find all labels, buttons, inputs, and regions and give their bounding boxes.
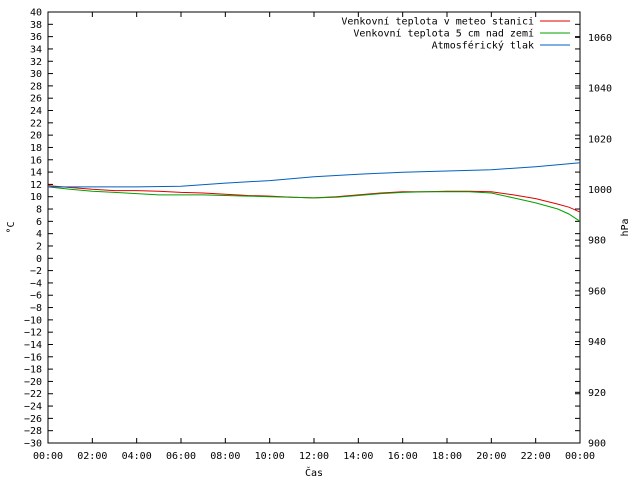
right-tick-label: 1060 — [588, 33, 612, 44]
left-tick-label: 2 — [36, 241, 42, 252]
left-axis: 4038363432302826242220181614121086420−2−… — [24, 8, 580, 450]
legend-label: Venkovní teplota 5 cm nad zemí — [353, 28, 534, 40]
x-tick-label: 12:00 — [299, 451, 329, 462]
left-tick-label: 36 — [30, 32, 42, 43]
series-line-3 — [48, 162, 581, 188]
y-axis-label-right: hPa — [620, 218, 631, 236]
series-line-1 — [47, 185, 581, 213]
legend-label: Atmosférický tlak — [432, 40, 534, 52]
left-tick-label: −4 — [30, 278, 42, 289]
plot-frame — [47, 11, 581, 444]
left-tick-label: 24 — [30, 106, 42, 117]
left-tick-label: 10 — [30, 192, 42, 203]
x-tick-label: 00:00 — [33, 451, 63, 462]
left-tick-label: 38 — [30, 20, 42, 31]
left-tick-label: 32 — [30, 57, 42, 68]
x-tick-label: 14:00 — [343, 451, 373, 462]
left-tick-label: 30 — [30, 69, 42, 80]
left-tick-label: −14 — [24, 340, 42, 351]
left-tick-label: 4 — [36, 229, 42, 240]
left-tick-label: 8 — [36, 205, 42, 216]
x-axis-label: Čas — [305, 466, 323, 479]
left-tick-label: 34 — [30, 44, 42, 55]
left-tick-label: −6 — [30, 291, 42, 302]
left-tick-label: −24 — [24, 402, 42, 413]
left-tick-label: 26 — [30, 94, 42, 105]
left-tick-label: −22 — [24, 389, 42, 400]
left-tick-label: −30 — [24, 439, 42, 450]
left-tick-label: −8 — [30, 303, 42, 314]
left-tick-label: 18 — [30, 143, 42, 154]
series-group — [47, 162, 581, 222]
series-line-2 — [47, 186, 581, 222]
right-tick-label: 980 — [588, 236, 606, 247]
left-tick-label: −20 — [24, 377, 42, 388]
left-tick-label: 28 — [30, 81, 42, 92]
x-tick-label: 00:00 — [565, 451, 595, 462]
right-tick-label: 1040 — [588, 84, 612, 95]
left-tick-label: 6 — [36, 217, 42, 228]
left-tick-label: −28 — [24, 426, 42, 437]
right-tick-label: 1020 — [588, 134, 612, 145]
x-tick-label: 22:00 — [521, 451, 551, 462]
right-tick-label: 900 — [588, 439, 606, 450]
left-tick-label: 14 — [30, 168, 42, 179]
x-tick-label: 10:00 — [255, 451, 285, 462]
x-tick-label: 16:00 — [388, 451, 418, 462]
x-axis: 00:00 02:00 04:00 06:00 08:00 10:00 12:00 14:00… — [33, 12, 595, 462]
x-tick-label: 04:00 — [122, 451, 152, 462]
left-tick-label: −12 — [24, 328, 42, 339]
left-tick-label: −2 — [30, 266, 42, 277]
left-tick-label: −18 — [24, 365, 42, 376]
right-tick-label: 940 — [588, 337, 606, 348]
left-tick-label: 0 — [36, 254, 42, 265]
left-tick-label: 40 — [30, 8, 42, 19]
left-tick-label: 12 — [30, 180, 42, 191]
left-tick-label: 16 — [30, 155, 42, 166]
left-tick-label: −10 — [24, 315, 42, 326]
x-tick-label: 18:00 — [432, 451, 462, 462]
y-axis-label-left: °C — [6, 221, 17, 233]
left-tick-label: −16 — [24, 352, 42, 363]
right-axis: 1060 1040 1020 1000 980 960 940 920 900 — [575, 33, 612, 450]
legend: Venkovní teplota v meteo staniciVenkovní… — [341, 16, 570, 52]
x-tick-label: 06:00 — [166, 451, 196, 462]
right-tick-label: 1000 — [588, 185, 612, 196]
right-tick-label: 920 — [588, 388, 606, 399]
x-tick-label: 02:00 — [77, 451, 107, 462]
right-tick-label: 960 — [588, 286, 606, 297]
legend-label: Venkovní teplota v meteo stanici — [341, 16, 534, 28]
left-tick-label: −26 — [24, 414, 42, 425]
x-tick-label: 20:00 — [476, 451, 506, 462]
left-tick-label: 22 — [30, 118, 42, 129]
left-tick-label: 20 — [30, 131, 42, 142]
x-tick-label: 08:00 — [210, 451, 240, 462]
